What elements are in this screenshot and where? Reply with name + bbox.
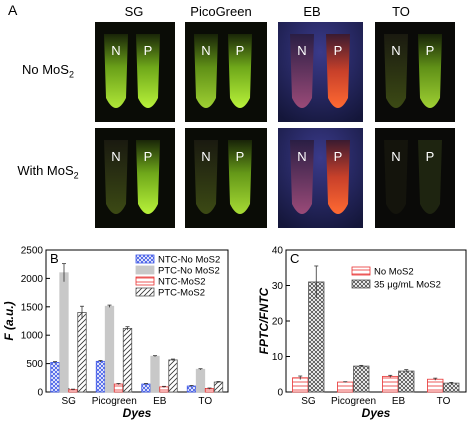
- tube-label-p: P: [144, 149, 153, 164]
- tube-label-p: P: [236, 43, 245, 58]
- bar: [337, 381, 354, 393]
- tube-label-p: P: [426, 43, 435, 58]
- panel-label: C: [290, 251, 299, 266]
- dye-header-picogreen: PicoGreen: [190, 4, 252, 19]
- legend-label: PTC-MoS2: [158, 288, 205, 299]
- bar: [213, 381, 224, 393]
- bar: [122, 327, 133, 393]
- chart-c: C 0 10 20 30 40 SG Picogreen EB TO Dyes No MoS2 35 μ…: [257, 246, 467, 420]
- tube-label-n: N: [297, 43, 306, 58]
- x-tick-label: TO: [198, 396, 212, 407]
- tube-label-p: P: [334, 43, 343, 58]
- bar: [141, 383, 151, 393]
- tube-label-n: N: [391, 149, 400, 164]
- dye-header-to: TO: [392, 4, 410, 19]
- tube-label-n: N: [201, 149, 210, 164]
- photo-grid: N P N P N P N P N P N P N P N P: [95, 22, 455, 228]
- x-axis-label: Dyes: [362, 406, 391, 420]
- bar: [308, 281, 325, 393]
- y-tick-label: 2000: [21, 274, 44, 285]
- y-tick-label: 0: [37, 388, 43, 399]
- tube-label-n: N: [111, 43, 120, 58]
- bar: [427, 378, 444, 393]
- bar: [50, 362, 60, 393]
- bar: [443, 382, 460, 393]
- bar: [59, 272, 69, 393]
- row-label-with-mos2: With MoS2: [17, 163, 79, 181]
- tube-label-n: N: [201, 43, 210, 58]
- bar: [150, 355, 160, 393]
- tube-label-p: P: [334, 149, 343, 164]
- legend-label: NTC-No MoS2: [158, 255, 220, 266]
- bar: [353, 365, 370, 393]
- legend-swatch: [351, 266, 371, 276]
- legend-swatch: [135, 287, 155, 297]
- bar: [382, 375, 399, 393]
- x-tick-label: Picogreen: [92, 396, 137, 407]
- legend-label: No MoS2: [374, 267, 414, 278]
- y-axis-label: FPTC/FNTC: [257, 287, 271, 354]
- legend-swatch: [135, 254, 155, 264]
- bar: [168, 359, 178, 393]
- legend-label: NTC-MoS2: [158, 277, 206, 288]
- tube-label-p: P: [236, 149, 245, 164]
- x-axis-label: Dyes: [123, 406, 152, 420]
- bar: [104, 305, 115, 393]
- y-tick-label: 1500: [21, 302, 44, 313]
- tube-label-n: N: [297, 149, 306, 164]
- bar: [195, 368, 206, 393]
- y-tick-label: 1000: [21, 331, 44, 342]
- x-tick-label: SG: [62, 396, 77, 407]
- x-tick-label: SG: [301, 396, 316, 407]
- y-tick-label: 20: [272, 317, 284, 328]
- bar: [77, 312, 87, 393]
- plot-frame: [45, 249, 229, 393]
- y-tick-label: 0: [277, 388, 283, 399]
- bar: [292, 377, 309, 393]
- bar: [398, 370, 415, 393]
- bar: [113, 383, 124, 393]
- y-tick-label: 30: [272, 281, 284, 292]
- y-tick-label: 2500: [21, 246, 44, 257]
- x-tick-label: EB: [392, 396, 406, 407]
- legend-label: PTC-No MoS2: [158, 266, 220, 277]
- row-label-no-mos2: No MoS2: [22, 62, 74, 80]
- bar: [159, 386, 169, 393]
- legend-swatch: [135, 265, 155, 275]
- tube-label-p: P: [426, 149, 435, 164]
- panel-a-label: A: [8, 2, 18, 18]
- tube-label-p: P: [144, 43, 153, 58]
- x-tick-label: Picogreen: [331, 396, 376, 407]
- tube-label-n: N: [111, 149, 120, 164]
- y-tick-label: 40: [272, 246, 284, 257]
- chart-b: B 0 500 1000 1500 2000 2500 SG Picogreen EB TO Dyes…: [2, 246, 229, 420]
- y-tick-label: 10: [272, 352, 284, 363]
- y-tick-label: 500: [26, 359, 43, 370]
- dye-header-eb: EB: [303, 4, 321, 19]
- y-axis-label: F (a.u.): [2, 301, 16, 340]
- charts: B 0 500 1000 1500 2000 2500 SG Picogreen EB TO Dyes…: [2, 246, 467, 420]
- dye-header-sg: SG: [124, 4, 144, 19]
- bar: [95, 360, 106, 393]
- x-tick-label: EB: [153, 396, 167, 407]
- x-tick-label: TO: [437, 396, 451, 407]
- legend-label: 35 μg/mL MoS2: [374, 280, 441, 291]
- panel-label: B: [50, 251, 59, 266]
- legend-swatch: [351, 279, 371, 289]
- bar: [186, 385, 197, 393]
- legend-swatch: [135, 276, 155, 286]
- tube-label-n: N: [391, 43, 400, 58]
